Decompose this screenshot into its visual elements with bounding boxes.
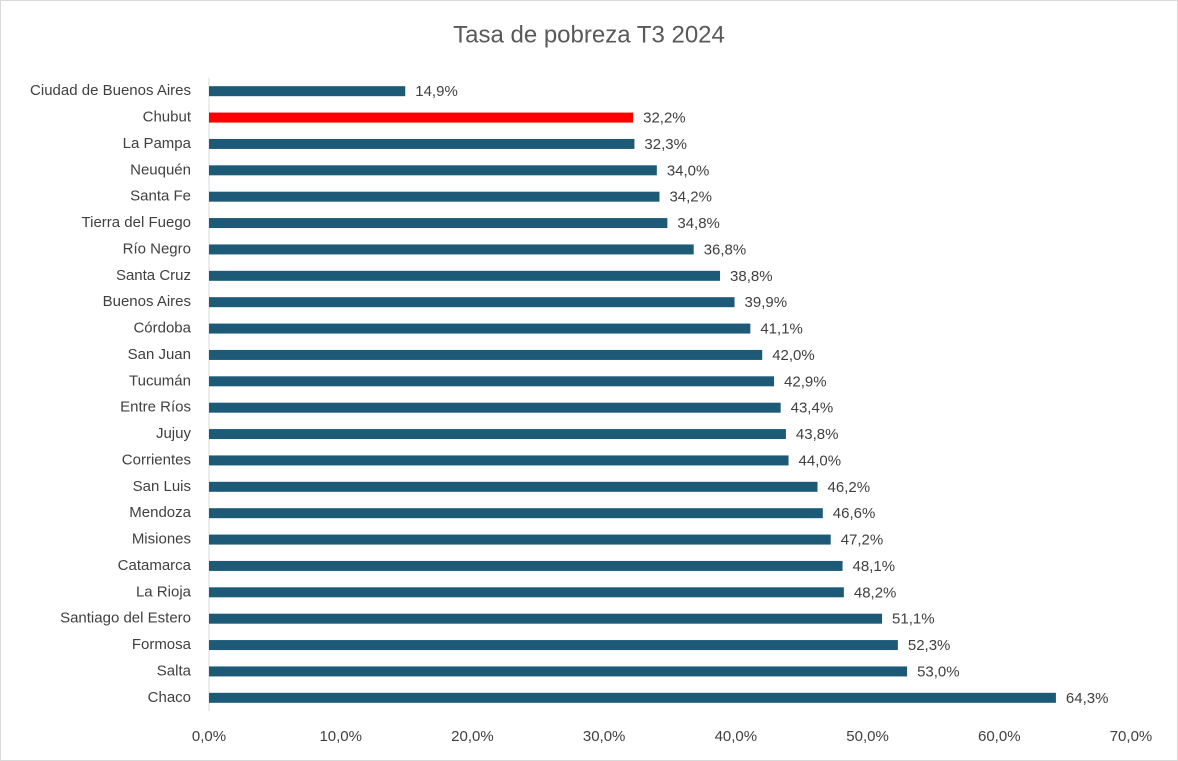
x-tick-label: 60,0% [978,728,1021,745]
bar [209,481,818,492]
value-label: 43,4% [791,400,834,417]
bar [209,191,660,202]
bar [209,455,789,466]
bar [209,218,668,229]
value-label: 44,0% [799,452,842,469]
y-tick-label: San Luis [133,478,191,495]
y-tick-label: Catamarca [118,557,192,574]
bar [209,86,406,97]
value-label: 52,3% [908,637,951,654]
y-tick-label: La Pampa [123,135,192,152]
value-label: 48,2% [854,584,897,601]
y-tick-label: Tierra del Fuego [82,214,192,231]
y-tick-label: Mendoza [129,504,191,521]
y-tick-label: Misiones [132,531,191,548]
bar [209,560,843,571]
y-tick-label: Buenos Aires [103,293,191,310]
y-tick-label: Ciudad de Buenos Aires [30,82,191,99]
bar [209,534,831,545]
bar [209,297,735,308]
bar [209,323,751,334]
value-label: 42,9% [784,373,827,390]
value-label: 46,2% [828,479,871,496]
y-tick-label: Río Negro [123,240,191,257]
y-tick-label: Corrientes [122,451,191,468]
x-tick-label: 20,0% [451,728,494,745]
x-tick-label: 30,0% [583,728,626,745]
value-label: 51,1% [892,611,935,628]
bar [209,165,657,176]
y-tick-label: Santa Fe [130,188,191,205]
y-tick-label: Neuquén [130,161,191,178]
y-tick-label: Chaco [148,689,191,706]
bar [209,376,775,387]
x-tick-label: 0,0% [192,728,226,745]
value-label: 48,1% [853,558,896,575]
bar [209,640,898,651]
value-label: 14,9% [415,83,458,100]
value-label: 53,0% [917,663,960,680]
value-label: 32,2% [643,110,686,127]
value-label: 34,2% [669,189,712,206]
y-tick-label: Jujuy [156,425,192,442]
value-label: 41,1% [760,321,803,338]
y-tick-label: San Juan [128,346,191,363]
value-label: 36,8% [704,241,747,258]
bar [209,349,763,360]
value-label: 43,8% [796,426,839,443]
x-tick-label: 40,0% [715,728,758,745]
bar [209,508,823,519]
value-label: 64,3% [1066,690,1109,707]
y-tick-label: Tucumán [129,372,191,389]
bar [209,692,1056,703]
bar [209,666,908,677]
x-tick-label: 70,0% [1110,728,1153,745]
y-tick-label: La Rioja [136,583,192,600]
chart-title: Tasa de pobreza T3 2024 [453,21,725,48]
value-label: 42,0% [772,347,815,364]
bar [209,402,781,413]
bar [209,613,883,624]
y-tick-label: Santa Cruz [116,267,191,284]
bar [209,138,635,149]
bar [209,112,634,123]
bar [209,587,844,598]
value-label: 38,8% [730,268,773,285]
value-label: 34,8% [677,215,720,232]
x-tick-label: 50,0% [846,728,889,745]
value-label: 47,2% [841,532,884,549]
y-tick-label: Córdoba [133,320,191,337]
value-label: 46,6% [833,505,876,522]
bar [209,244,694,255]
y-tick-label: Entre Ríos [120,399,191,416]
value-label: 32,3% [644,136,687,153]
y-tick-label: Formosa [132,636,192,653]
y-tick-label: Salta [157,662,192,679]
y-tick-label: Santiago del Estero [60,610,191,627]
bar [209,429,786,440]
y-tick-label: Chubut [143,109,192,126]
x-tick-label: 10,0% [319,728,362,745]
value-label: 34,0% [667,162,710,179]
value-label: 39,9% [745,294,788,311]
bar [209,270,721,281]
